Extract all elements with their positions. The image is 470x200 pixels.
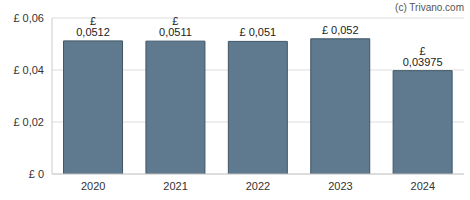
- svg-text:£0,0512: £0,0512: [76, 15, 110, 38]
- html-text:(c) Trivano.com: (c) Trivano.com: [395, 2, 464, 13]
- svg-text:£ 0,052: £ 0,052: [322, 24, 359, 36]
- svg-text:£ 0,04: £ 0,04: [13, 64, 44, 76]
- svg-text:£ 0,02: £ 0,02: [13, 116, 44, 128]
- svg-text:£ 0,06: £ 0,06: [13, 12, 44, 24]
- svg-text:£0,03975: £0,03975: [403, 45, 443, 68]
- svg-text:£ 0: £ 0: [29, 168, 44, 180]
- svg-text:2020: 2020: [81, 180, 105, 192]
- svg-text:£ 0,051: £ 0,051: [239, 26, 276, 38]
- svg-text:2024: 2024: [411, 180, 435, 192]
- svg-text:2022: 2022: [246, 180, 270, 192]
- svg-text:2021: 2021: [163, 180, 187, 192]
- svg-text:2023: 2023: [328, 180, 352, 192]
- svg-text:£0,0511: £0,0511: [159, 15, 192, 38]
